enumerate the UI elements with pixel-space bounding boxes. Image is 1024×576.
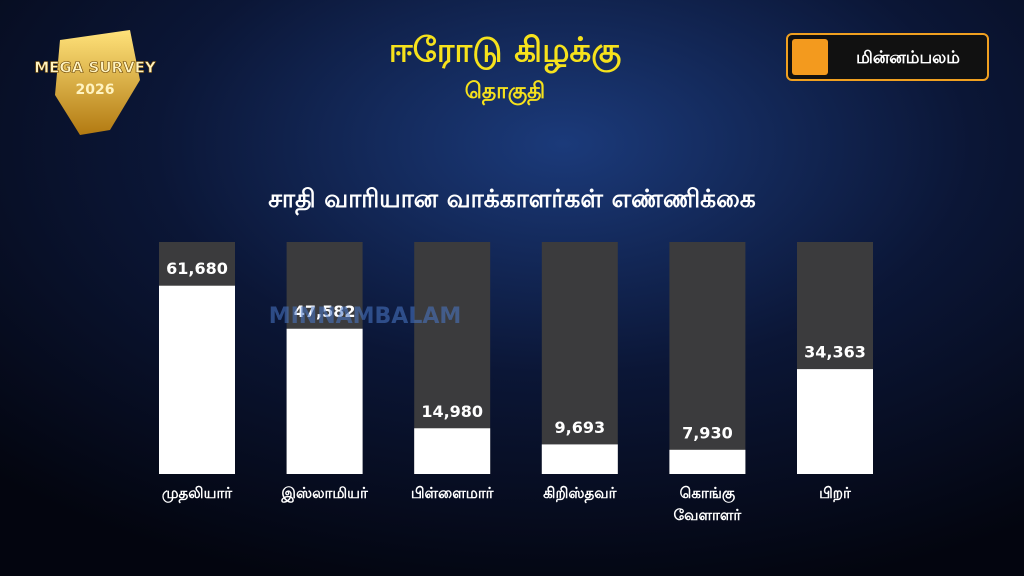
page-title: ஈரோடு கிழக்கு bbox=[389, 31, 622, 74]
bar bbox=[159, 285, 235, 474]
x-tick-label: பிள்ளைமார் bbox=[410, 484, 494, 502]
bar-track bbox=[541, 242, 618, 474]
logo-box bbox=[786, 33, 989, 81]
bar bbox=[669, 449, 746, 474]
badge-text: MEGA SURVEY bbox=[34, 59, 157, 77]
logo-text: மின்னம்பலம் bbox=[856, 48, 960, 68]
value-label: 61,680 bbox=[166, 259, 228, 278]
logo-icon bbox=[792, 39, 828, 75]
bar bbox=[286, 328, 363, 474]
bar bbox=[414, 428, 491, 474]
value-label: 47,582 bbox=[294, 302, 356, 321]
value-label: 34,363 bbox=[804, 343, 866, 362]
watermark: MINNAMBALAM bbox=[269, 304, 462, 329]
page-subtitle: தொகுதி bbox=[465, 79, 545, 106]
x-tick-label: முதலியார் bbox=[161, 484, 233, 502]
badge-year: 2026 bbox=[76, 82, 115, 98]
x-tick-label: பிறர் bbox=[819, 484, 851, 502]
bar bbox=[797, 369, 873, 474]
value-label: 7,930 bbox=[682, 423, 733, 442]
badge-map bbox=[55, 30, 140, 135]
value-label: 14,980 bbox=[421, 402, 483, 421]
bar-track bbox=[669, 242, 746, 474]
value-label: 9,693 bbox=[554, 418, 605, 437]
chart-title: சாதி வாரியான வாக்காளர்கள் எண்ணிக்கை bbox=[268, 184, 756, 216]
x-tick-label: கொங்கு வேளாளர் bbox=[673, 484, 742, 524]
x-tick-label: இஸ்லாமியர் bbox=[281, 484, 368, 502]
bar bbox=[541, 444, 618, 474]
x-tick-label: கிறிஸ்தவர் bbox=[543, 484, 617, 502]
